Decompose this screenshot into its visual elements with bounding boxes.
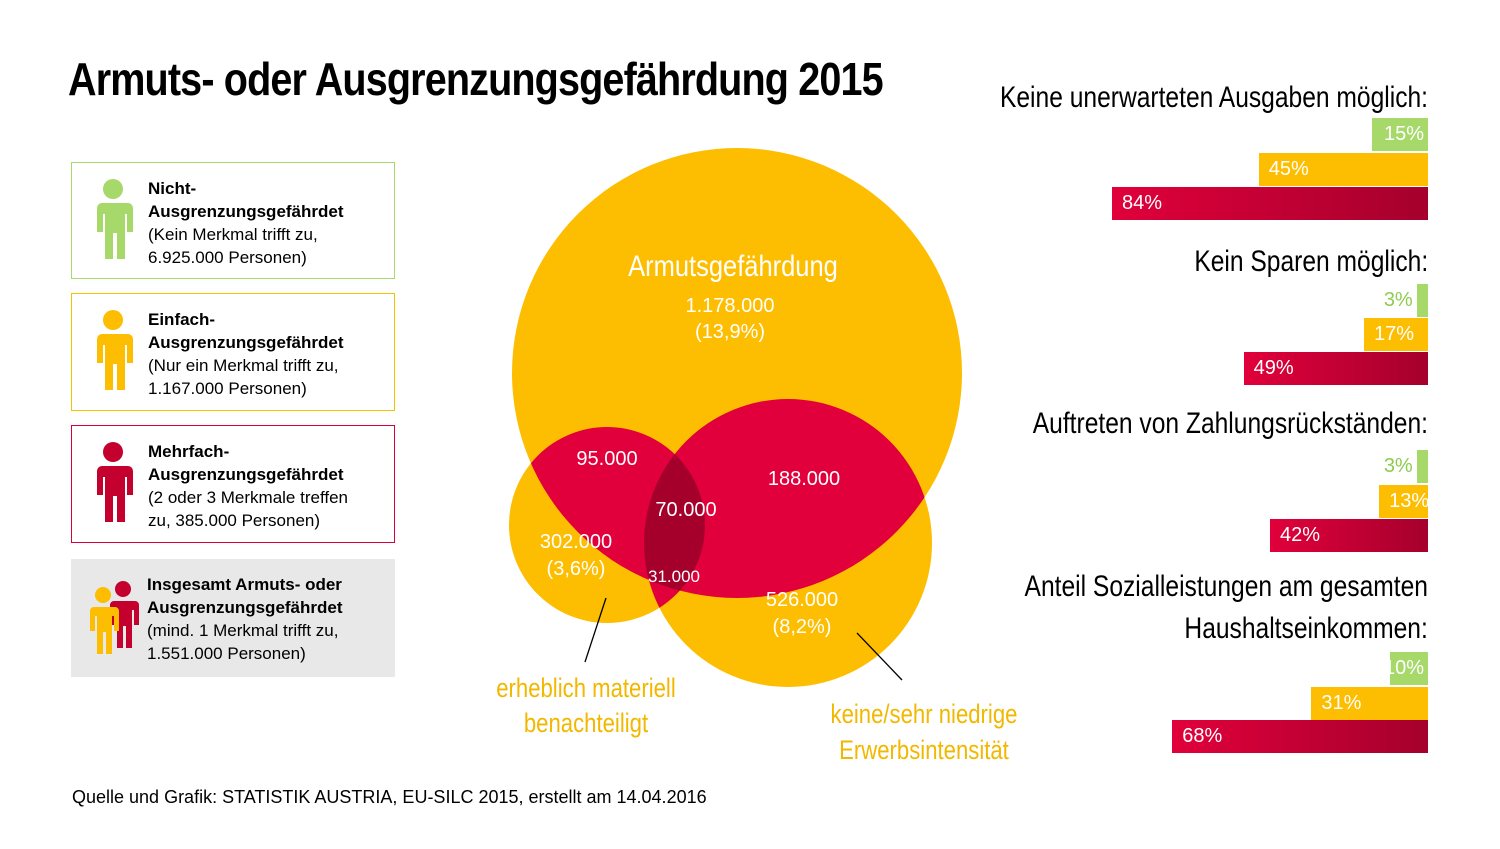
venn-value-material-work: 31.000 [648,567,700,586]
legend-single-risk: Einfach- Ausgrenzungsgefährdet (Nur ein … [71,293,395,411]
venn-value-poverty-only: 1.178.000 [686,295,775,317]
legend-desc-2: zu, 385.000 Personen) [148,511,321,530]
venn-overlap-poverty-work [644,399,932,598]
bar-group-title-1: Keine unerwarteten Ausgaben möglich: [999,81,1428,114]
bar-label: 68% [1182,725,1223,747]
two-persons-icon [90,581,139,654]
page-title: Armuts- oder Ausgrenzungsgefährdung 2015 [68,53,884,105]
venn-diagram: Armutsgefährdung 1.178.000 (13,9%) 95.00… [496,148,1018,766]
bar-label: 13% [1389,490,1430,512]
set-label-work-2: Erwerbsintensität [839,736,1009,766]
bar-label: 31% [1321,692,1362,714]
legend-multiple-risk: Mehrfach- Ausgrenzungsgefährdet (2 oder … [71,425,395,543]
bar-group1-green: 15% [1371,118,1428,151]
legend-title-2: Ausgrenzungsgefährdet [148,202,344,221]
legend-desc-2: 1.167.000 Personen) [148,379,307,398]
legend-desc-1: (2 oder 3 Merkmale treffen [148,488,348,507]
venn-pct-work-only: (8,2%) [773,616,832,638]
bar-group2-yellow: 17% [1364,318,1428,351]
venn-value-work-only: 526.000 [766,589,838,611]
bar-group1-yellow: 45% [1258,153,1428,186]
legend-total-risk: Insgesamt Armuts- oder Ausgrenzungsgefäh… [71,559,395,677]
bar-group-title-2: Kein Sparen möglich: [1194,245,1428,278]
bar-label: 17% [1374,323,1415,345]
legend-title-2: Ausgrenzungsgefährdet [148,333,344,352]
bar-group3-red: 42% [1270,519,1428,552]
legend-desc-1: (Nur ein Merkmal trifft zu, [148,356,339,375]
person-icon-yellow [97,310,133,390]
set-label-material-2: benachteiligt [524,709,648,739]
venn-value-material-only: 302.000 [540,531,612,553]
legend-desc-1: (Kein Merkmal trifft zu, [148,225,318,244]
venn-title: Armutsgefährdung [628,249,838,282]
set-label-material-1: erheblich materiell [496,674,676,704]
bar-group4-yellow: 31% [1311,687,1428,720]
bar-group-title-3: Auftreten von Zahlungsrückständen: [1032,407,1428,440]
legend-desc-1: (mind. 1 Merkmal trifft zu, [147,621,339,640]
bar-label: 45% [1268,158,1309,180]
source-footer: Quelle und Grafik: STATISTIK AUSTRIA, EU… [72,787,707,807]
venn-value-poverty-work: 188.000 [768,468,840,490]
venn-value-all-three: 70.000 [655,499,716,521]
legend-title-1: Nicht- [148,179,197,198]
legend-title-2: Ausgrenzungsgefährdet [147,598,343,617]
bar-group-title-4a: Anteil Sozialleistungen am gesamten [1024,570,1428,603]
bar-label: 3% [1383,455,1413,477]
pointer-line-work [856,632,903,681]
bar-group4-green: 10% [1384,652,1428,685]
venn-pct-material-only: (3,6%) [547,558,606,580]
legend-title-1: Mehrfach- [148,442,230,461]
legend-desc-2: 1.551.000 Personen) [147,644,306,663]
legend-desc-2: 6.925.000 Personen) [148,248,307,267]
bar-group3-yellow: 13% [1379,485,1430,518]
bar-label: 84% [1122,192,1163,214]
bar-group1-red: 84% [1112,187,1428,220]
venn-value-poverty-material: 95.000 [576,448,637,470]
person-icon-red [97,442,133,522]
pointer-line-material [584,597,607,663]
bar-group3-green: 3% [1384,450,1428,483]
venn-pct-poverty-only: (13,9%) [695,321,765,343]
set-label-work-1: keine/sehr niedrige [831,700,1018,730]
bar-label: 3% [1383,289,1413,311]
bar-group2-red: 49% [1243,352,1428,385]
bar-label: 15% [1383,123,1424,145]
bar-group2-green: 3% [1384,284,1428,317]
legend-title-1: Insgesamt Armuts- oder [147,575,342,594]
person-icon-green [97,179,133,259]
bar-label: 10% [1383,657,1424,679]
legend-title-2: Ausgrenzungsgefährdet [148,465,344,484]
legend-not-at-risk: Nicht- Ausgrenzungsgefährdet (Kein Merkm… [71,162,395,279]
bar-group-title-4b: Haushaltseinkommen: [1184,612,1428,645]
legend-title-1: Einfach- [148,310,216,329]
bar-group4-red: 68% [1172,720,1428,753]
bar-label: 49% [1253,357,1294,379]
bar-label: 42% [1280,524,1321,546]
